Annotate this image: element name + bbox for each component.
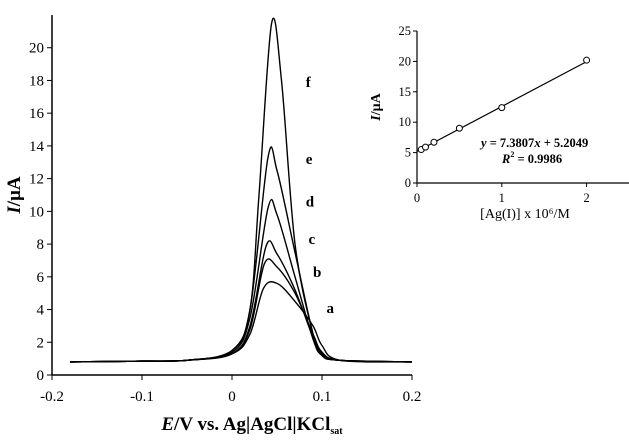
calibration-point <box>456 125 462 131</box>
y-tick-label: 8 <box>37 237 45 253</box>
curve-label-a: a <box>327 301 335 317</box>
x-tick-label: -0.2 <box>40 389 64 405</box>
inset-x-tick-label: 0 <box>414 191 420 205</box>
y-tick-label: 2 <box>37 335 45 351</box>
curve-labels: a b c d e f <box>306 75 335 317</box>
inset-y-axis-title: I/μA <box>369 92 384 121</box>
inset-y-tick-label: 20 <box>399 54 412 68</box>
y-tick-label: 18 <box>29 73 44 89</box>
calibration-point <box>499 105 505 111</box>
x-tick-label: 0 <box>228 389 236 405</box>
y-tick-label: 6 <box>37 270 45 286</box>
inset-x-axis-title: [Ag(I)] x 10⁶/M <box>480 207 570 222</box>
y-tick-label: 16 <box>29 106 45 122</box>
y-tick-label: 10 <box>29 204 44 220</box>
curve-label-b: b <box>313 265 321 281</box>
main-y-axis-title: I/μA <box>4 176 25 214</box>
inset-y-tick-label: 0 <box>405 176 411 190</box>
y-tick-label: 20 <box>29 41 44 57</box>
curve-label-f: f <box>306 75 312 91</box>
calibration-point <box>584 57 590 63</box>
inset-x-tick-label: 2 <box>583 191 589 205</box>
inset-y-tick-label: 15 <box>399 85 412 99</box>
x-tick-label: 0.2 <box>403 389 422 405</box>
y-tick-label: 0 <box>37 368 45 384</box>
inset-y-tick-label: 5 <box>405 146 411 160</box>
y-tick-label: 14 <box>29 139 45 155</box>
curve-label-e: e <box>306 152 313 168</box>
fit-equation: y = 7.3807x + 5.2049 <box>479 136 588 150</box>
curve-a <box>70 282 412 362</box>
calibration-inset: 0 5 10 15 20 25 0 1 2 I/μA [Ag(I)] x 10⁶/M y = 7… <box>355 22 629 242</box>
curve-label-c: c <box>309 232 316 248</box>
x-tick-label: -0.1 <box>130 389 154 405</box>
curve-label-d: d <box>306 195 315 211</box>
inset-y-tick-label: 25 <box>399 24 412 38</box>
main-x-axis-title: E/V vs. Ag|AgCl|KClsat <box>160 414 343 436</box>
inset-x-tick-label: 1 <box>499 191 505 205</box>
inset-y-tick-label: 10 <box>399 115 412 129</box>
calibration-point <box>431 139 437 145</box>
y-tick-label: 12 <box>29 172 44 188</box>
y-tick-label: 4 <box>37 303 45 319</box>
r-squared-value: R2 = 0.9986 <box>501 150 562 166</box>
x-tick-label: 0.1 <box>313 389 332 405</box>
calibration-point <box>422 144 428 150</box>
